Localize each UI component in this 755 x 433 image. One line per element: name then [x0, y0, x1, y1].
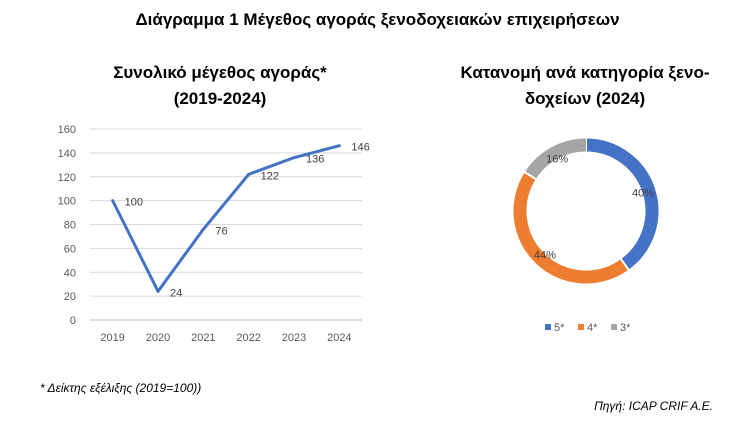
y-tick-label: 80 — [64, 220, 76, 232]
y-tick-label: 40 — [64, 267, 76, 279]
data-label: 100 — [125, 197, 143, 209]
slice-label: 40% — [632, 187, 654, 199]
slice-separator — [523, 170, 538, 181]
footnote: * Δείκτης εξέλιξης (2019=100)) — [40, 381, 202, 395]
data-point — [337, 144, 341, 148]
donut-chart-title: Κατανομή ανά κατηγορία ξενο- δοχείων (20… — [410, 60, 755, 112]
x-tick-label: 2019 — [100, 332, 124, 344]
donut-slice — [513, 172, 629, 284]
legend-label: 3* — [620, 322, 631, 334]
donut-slice — [524, 138, 587, 180]
line-chart-title-line-2: (2019-2024) — [173, 89, 267, 108]
data-label: 24 — [170, 287, 182, 299]
line-chart-title-line-1: Συνολικό μέγεθος αγοράς* — [113, 63, 327, 82]
y-tick-label: 140 — [58, 148, 76, 160]
legend-label: 5* — [554, 322, 565, 334]
x-tick-label: 2022 — [236, 332, 260, 344]
legend-swatch — [545, 324, 551, 330]
series-line — [111, 144, 340, 293]
legend-swatch — [611, 324, 617, 330]
line-chart-title: Συνολικό μέγεθος αγοράς* (2019-2024) — [60, 60, 380, 112]
x-tick-label: 2023 — [282, 332, 306, 344]
data-label: 122 — [261, 170, 279, 182]
x-tick-label: 2020 — [146, 332, 170, 344]
x-tick-label: 2021 — [191, 332, 215, 344]
y-tick-label: 160 — [58, 124, 76, 136]
data-label: 76 — [215, 225, 227, 237]
donut-slice — [585, 138, 659, 270]
donut-chart-title-line-2: δοχείων (2024) — [524, 89, 646, 108]
source-note: Πηγή: ICAP CRIF A.E. — [594, 399, 713, 413]
slice-label: 44% — [534, 250, 556, 262]
x-tick-label: 2024 — [327, 332, 351, 344]
data-point — [111, 199, 115, 203]
legend-swatch — [578, 324, 584, 330]
data-label: 136 — [306, 154, 324, 166]
slice-label: 16% — [546, 153, 568, 165]
y-tick-label: 20 — [64, 291, 76, 303]
data-point — [247, 172, 251, 176]
y-tick-label: 120 — [58, 172, 76, 184]
main-title: Διάγραμμα 1 Μέγεθος αγοράς ξενοδοχειακών… — [135, 10, 620, 29]
data-point — [156, 289, 160, 293]
y-tick-label: 0 — [70, 315, 76, 327]
donut-chart-title-line-1: Κατανομή ανά κατηγορία ξενο- — [460, 63, 710, 82]
slice-separator — [619, 257, 631, 272]
data-label: 146 — [351, 142, 369, 154]
legend-label: 4* — [587, 322, 598, 334]
data-point — [201, 227, 205, 231]
y-tick-label: 60 — [64, 243, 76, 255]
data-point — [292, 156, 296, 160]
y-tick-label: 100 — [58, 196, 76, 208]
